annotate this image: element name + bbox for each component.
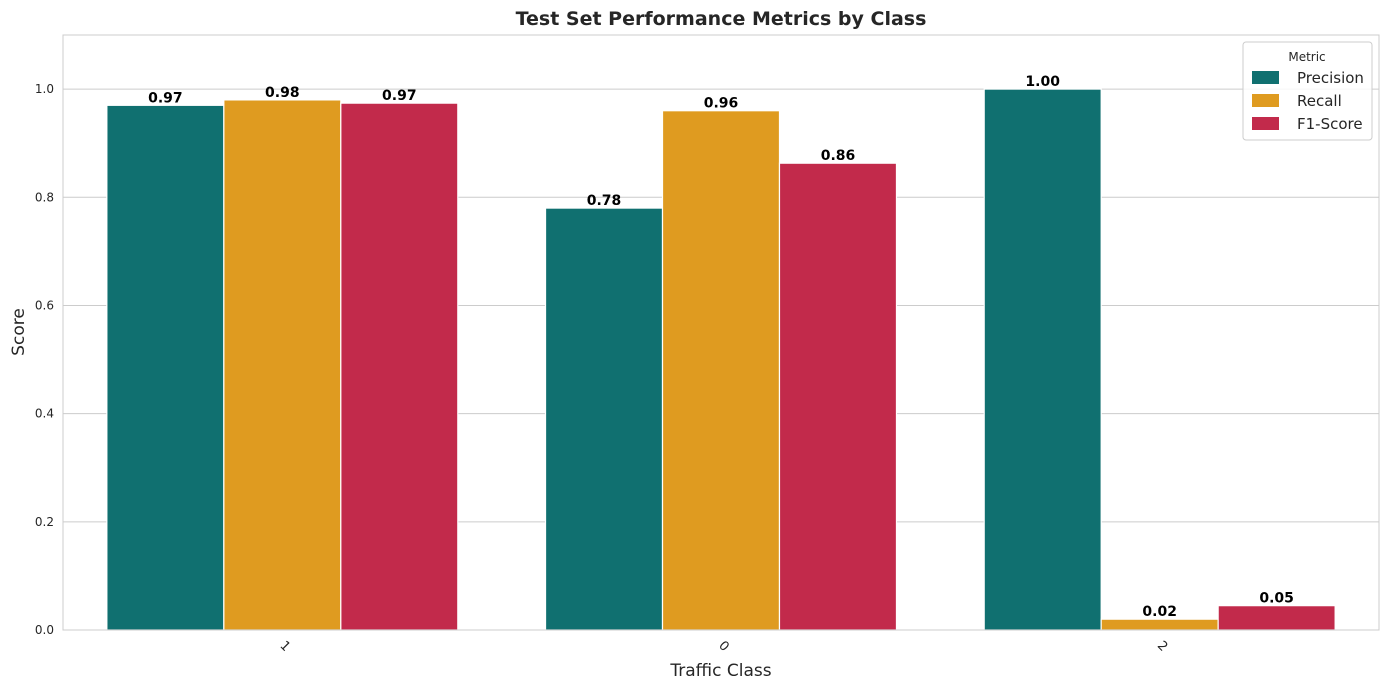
- x-axis-ticks: 1 0 2: [277, 638, 1171, 654]
- data-label: 0.02: [1142, 604, 1177, 620]
- bar-precision-class-1: [107, 105, 224, 630]
- y-tick-label: 1.0: [35, 82, 54, 96]
- legend-label: Recall: [1297, 92, 1342, 110]
- data-label: 0.96: [704, 96, 739, 112]
- bars: [107, 89, 1335, 630]
- bar-precision-class-2: [984, 89, 1101, 630]
- bar-recall-class-1: [224, 100, 341, 630]
- bar-f1-score-class-2: [1218, 606, 1335, 630]
- legend: Metric Precision Recall F1-Score: [1243, 42, 1372, 140]
- y-axis-ticks: 0.0 0.2 0.4 0.6 0.8 1.0: [35, 82, 54, 637]
- y-tick-label: 0.6: [35, 298, 54, 312]
- data-label: 0.86: [821, 148, 856, 164]
- y-tick-label: 0.4: [35, 407, 54, 421]
- bar-precision-class-0: [546, 208, 663, 630]
- data-label: 0.78: [587, 193, 622, 209]
- y-tick-label: 0.8: [35, 190, 54, 204]
- legend-swatch-f1-score: [1252, 117, 1279, 130]
- legend-label: F1-Score: [1297, 115, 1363, 133]
- bar-recall-class-0: [663, 111, 780, 630]
- bar-recall-class-2: [1101, 619, 1218, 630]
- data-label: 0.05: [1259, 591, 1294, 607]
- bar-f1-score-class-1: [341, 103, 458, 630]
- data-label: 0.97: [148, 90, 183, 106]
- data-label: 0.98: [265, 85, 300, 101]
- bar-f1-score-class-0: [779, 163, 896, 630]
- y-tick-label: 0.2: [35, 515, 54, 529]
- legend-title: Metric: [1288, 50, 1325, 64]
- data-label: 0.97: [382, 88, 417, 104]
- x-tick-label: 0: [715, 638, 731, 654]
- data-label: 1.00: [1025, 74, 1060, 90]
- y-tick-label: 0.0: [35, 623, 54, 637]
- x-tick-label: 2: [1154, 638, 1170, 654]
- legend-label: Precision: [1297, 69, 1364, 87]
- x-tick-label: 1: [277, 638, 293, 654]
- y-axis-label: Score: [9, 308, 29, 356]
- legend-swatch-precision: [1252, 71, 1279, 84]
- chart-title: Test Set Performance Metrics by Class: [516, 8, 927, 30]
- legend-swatch-recall: [1252, 94, 1279, 107]
- x-axis-label: Traffic Class: [669, 661, 771, 681]
